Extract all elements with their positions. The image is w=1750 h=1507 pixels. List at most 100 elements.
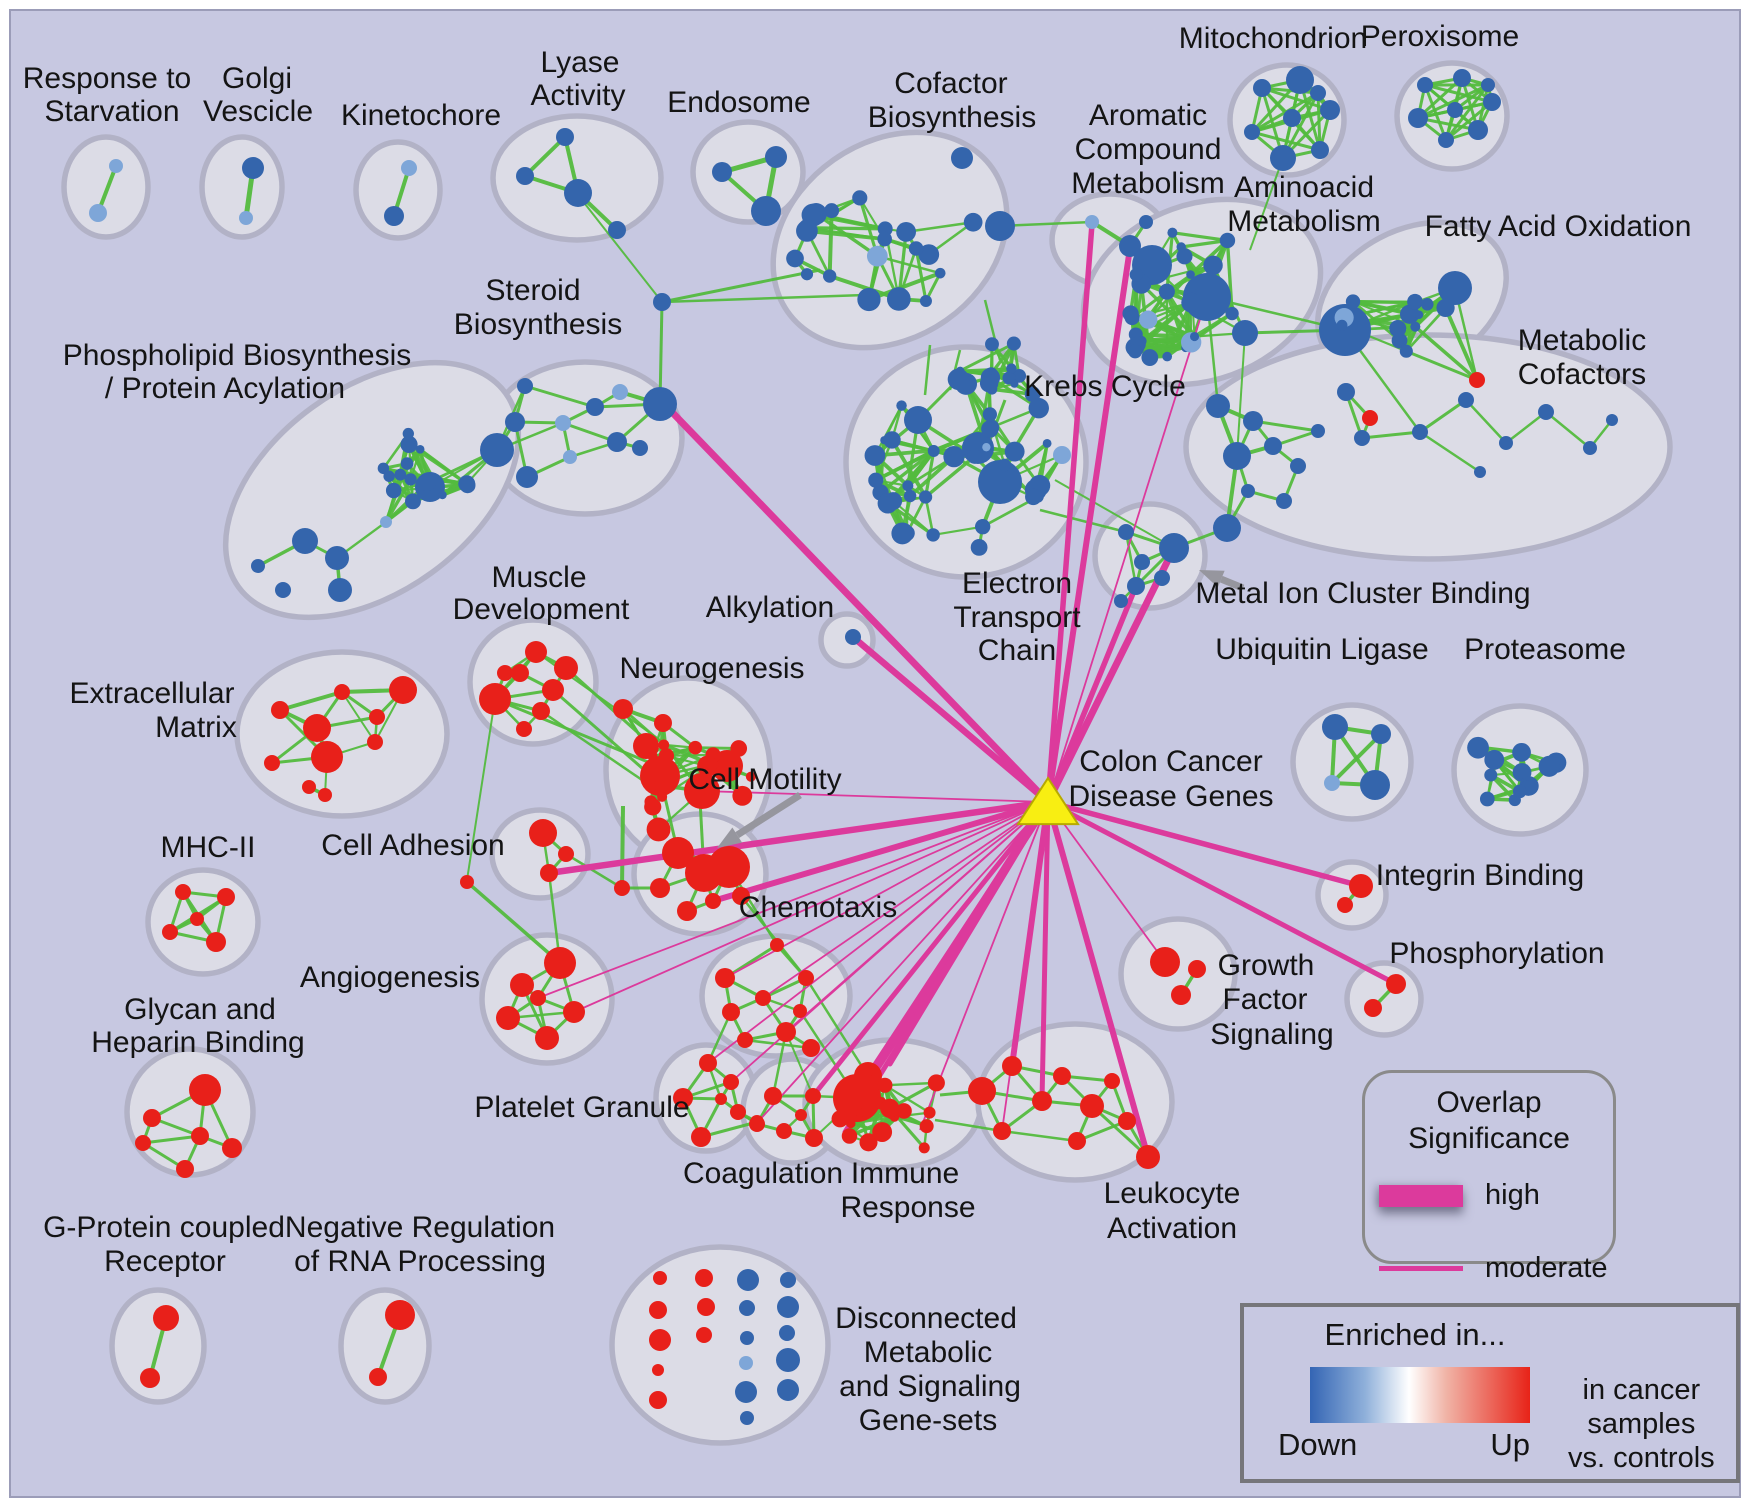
high-significance-edge-swatch [1379,1184,1463,1207]
electron-transport-chain-node [896,400,907,411]
chemotaxis-node [770,938,784,952]
metabolic-cofactors-node [1412,424,1428,440]
aminoacid-metabolism-node [1167,227,1178,238]
high-significance-link [1045,583,1139,805]
electron-transport-chain-node [927,445,940,457]
moderate-significance-link [755,801,1049,1125]
leukocyte-activation-node [1002,1056,1022,1076]
high-significance-link [1044,544,1178,806]
electron-transport-chain-node [943,445,965,468]
green-edge [806,229,885,241]
chemotaxis-node [776,1022,796,1042]
krebs-cycle-node [1213,514,1241,542]
steroid-biosynthesis-node [516,466,538,488]
cluster-label: Metabolic [1518,324,1646,357]
cluster-label: Proteasome [1464,633,1626,666]
phospholipid-biosynthesis-node [415,445,425,454]
green-edge [552,688,651,777]
cluster-label: and Signaling [839,1370,1021,1403]
green-edge [932,525,983,536]
disconnected-gene-sets-node [739,1300,755,1316]
moderate-significance-link [762,801,1049,999]
green-edge [1316,92,1322,151]
green-edge [1443,307,1479,381]
green-edge [1417,83,1489,120]
steroid-biosynthesis-node [517,378,533,394]
endosome-node [765,146,787,168]
cluster-label: Response [840,1191,975,1224]
metabolic-cofactors-node [1499,436,1513,450]
glycan-heparin-binding-node [143,1109,161,1127]
leukocyte-activation-node [1080,1094,1104,1118]
down-label: Down [1278,1427,1358,1462]
mitochondrion-node [1283,109,1301,127]
peroxisome-node [1447,102,1463,118]
ubiquitin-ligase-node [1371,724,1391,744]
phospholipid-biosynthesis-node [400,457,414,470]
ubiquitin-ligase-node [1324,775,1340,791]
cluster-label: Mitochondrion [1179,22,1367,55]
green-edge [466,698,496,881]
aminoacid-metabolism-node [1162,351,1173,362]
green-edge [565,852,623,890]
golgi-vescicle-node [239,211,253,225]
overlap-significance-legend: Overlap Significance high moderate [1362,1070,1616,1284]
disconnected-gene-sets-node [697,1298,715,1316]
cluster-label: Metabolism [1227,205,1380,238]
aminoacid-metabolism-node [1176,242,1186,252]
phospholipid-biosynthesis-ellipse [222,359,522,621]
cofactor-biosynthesis-node [985,211,1015,241]
cluster-label: Growth [1218,949,1315,982]
electron-transport-chain-node [1053,446,1071,464]
green-edge [1417,116,1479,132]
bridge-node [653,293,671,311]
mhc-ii-node [217,888,235,906]
electron-transport-chain-node [926,528,940,542]
cluster-label: Vescicle [203,95,313,128]
green-edge [524,384,596,409]
green-edge [540,709,646,784]
cluster-label: Factor [1222,983,1307,1016]
immune-response-node [877,1077,893,1093]
cofactor-biosynthesis-node [896,221,917,242]
electron-transport-chain-node [1004,441,1025,462]
disconnected-gene-sets-node [739,1356,753,1370]
green-edge [924,450,936,498]
neurogenesis-node [647,750,658,761]
green-edge [1039,508,1127,534]
cluster-label: Golgi [222,62,292,95]
green-edge [1419,430,1481,474]
integrin-binding-node [1337,897,1353,913]
peroxisome-node [1453,69,1471,87]
green-edge [279,690,343,712]
aromatic-compound-metabolism-node [1139,215,1153,229]
cluster-label: Peroxisome [1361,20,1519,53]
green-edge [1236,332,1246,457]
proteasome-node [1538,755,1560,777]
steroid-biosynthesis-node [643,387,677,421]
pointer-arrow-line [735,792,802,839]
green-edge [999,220,1093,228]
aminoacid-metabolism-node [1124,310,1140,326]
aminoacid-metabolism-node [1158,283,1175,300]
cofactor-biosynthesis-node [886,287,911,311]
cofactor-biosynthesis-node [822,269,837,283]
green-edge [1001,1129,1078,1143]
overlap-legend-title-line1: Overlap [1436,1086,1542,1119]
green-edge [1505,411,1547,444]
cell-adhesion-node [460,875,474,889]
krebs-cycle-node [1241,484,1255,498]
disconnected-gene-sets-node [777,1296,799,1318]
moderate-significance-label: moderate [1485,1252,1608,1284]
green-edge [983,299,1002,361]
coagulation-node [749,1116,765,1132]
cluster-label: Metal Ion Cluster Binding [1195,577,1530,610]
high-significance-label: high [1485,1179,1540,1211]
green-edge [923,344,932,396]
angiogenesis-ellipse [479,932,615,1066]
electron-transport-chain-node [982,443,991,452]
growth-factor-signaling-node [1171,985,1191,1005]
extracellular-matrix-node [303,714,331,742]
metal-ion-cluster-binding-node [1159,533,1189,563]
coagulation-node [795,1109,807,1121]
